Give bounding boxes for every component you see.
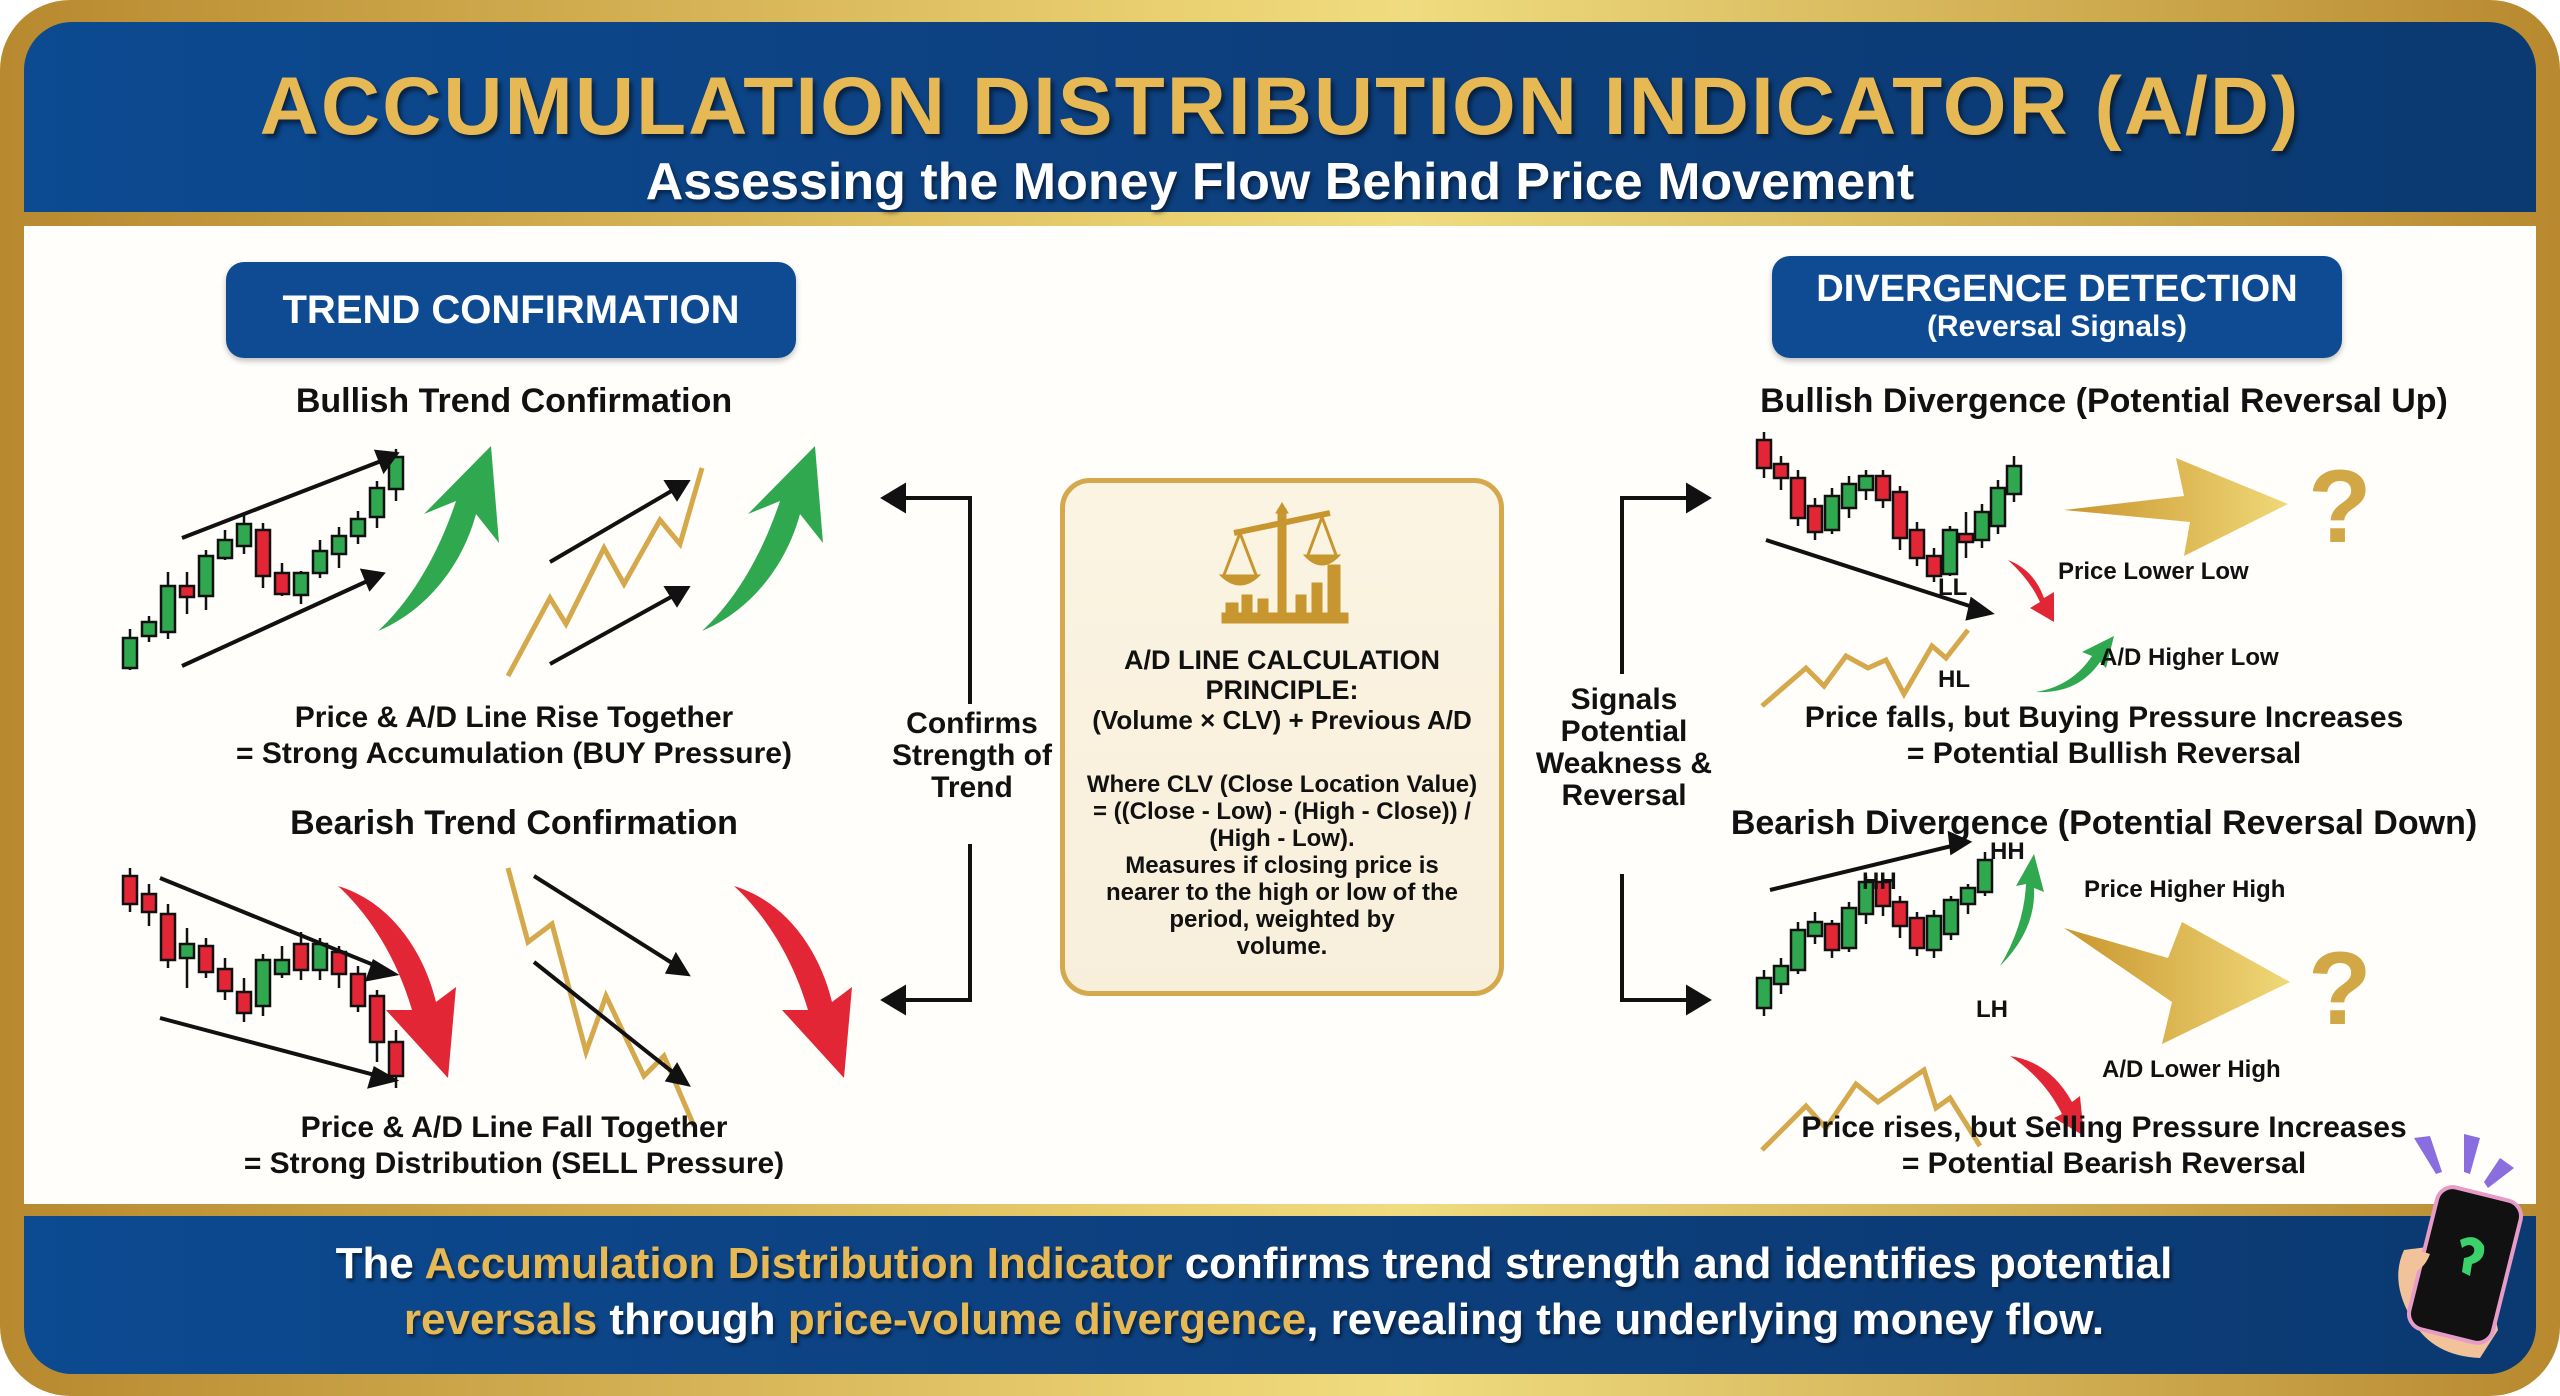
phone-in-hand-logo-icon [2398, 1134, 2523, 1358]
bullish-price-candles-chart [121, 449, 405, 670]
scales-with-bar-chart-icon [1218, 502, 1349, 624]
trend-confirmation-badge: TREND CONFIRMATION [226, 262, 796, 358]
caption-line: Price falls, but Buying Pressure Increas… [1804, 701, 2404, 734]
label-line: Potential [1560, 715, 1688, 748]
label-line: Signals [1570, 683, 1678, 716]
ad-calculation-card: A/D LINE CALCULATION PRINCIPLE: (Volume … [1060, 478, 1504, 996]
hh-marker-1: HH [1862, 868, 1897, 895]
trend-confirmation-label: TREND CONFIRMATION [282, 288, 740, 332]
confirms-strength-label: Confirms Strength of Trend [872, 708, 1072, 804]
bearish-divergence-chart [1755, 830, 2084, 1152]
ll-marker: LL [1938, 574, 1968, 601]
price-lower-low-label: Price Lower Low [2058, 558, 2249, 585]
bearish-question-mark: ? [2308, 931, 2372, 1047]
price-higher-high-label: Price Higher High [2084, 876, 2286, 903]
bullish-divergence-caption: Price falls, but Buying Pressure Increas… [1724, 700, 2484, 772]
footer-text-part: The [335, 1239, 425, 1288]
lh-marker: LH [1976, 996, 2008, 1023]
bearish-red-arrow-icon [338, 886, 456, 1078]
footer-text-part: through [597, 1295, 788, 1344]
bearish-trend-heading: Bearish Trend Confirmation [290, 804, 738, 842]
footer-summary: The Accumulation Distribution Indicator … [304, 1236, 2204, 1348]
divergence-badge-title: DIVERGENCE DETECTION [1816, 268, 2298, 310]
calculation-formula: (Volume × CLV) + Previous A/D [1092, 705, 1472, 735]
body-line: period, weighted by [1169, 906, 1395, 933]
body-line: = ((Close - Low) - (High - Close)) / [1093, 798, 1471, 825]
hh-marker-2: HH [1990, 838, 2025, 865]
label-line: Confirms [906, 707, 1038, 740]
label-line: Strength of [892, 739, 1052, 772]
bullish-green-arrow-icon [378, 446, 499, 631]
calculation-explanation: Where CLV (Close Location Value) = ((Clo… [1075, 771, 1489, 960]
footer-text-part: , revealing the underlying money flow. [1306, 1295, 2105, 1344]
page-title: ACCUMULATION DISTRIBUTION INDICATOR (A/D… [259, 61, 2301, 152]
hl-marker: HL [1938, 666, 1970, 693]
body-line: Where CLV (Close Location Value) [1086, 771, 1478, 798]
label-line: Trend [931, 771, 1013, 804]
bearish-divergence-heading: Bearish Divergence (Potential Reversal D… [1730, 804, 2478, 842]
caption-line: Price rises, but Selling Pressure Increa… [1801, 1111, 2407, 1144]
divergence-detection-badge: DIVERGENCE DETECTION (Reversal Signals) [1772, 256, 2342, 358]
caption-line: Price & A/D Line Fall Together [300, 1111, 728, 1144]
header-banner: ACCUMULATION DISTRIBUTION INDICATOR (A/D… [24, 22, 2536, 212]
ad-lower-high-label: A/D Lower High [2102, 1056, 2281, 1083]
content-panel: TREND CONFIRMATION Bullish Trend Confirm… [24, 226, 2536, 1204]
title-line: PRINCIPLE: [1205, 675, 1359, 705]
footer-highlight: price-volume divergence [787, 1295, 1307, 1344]
bullish-divergence-chart [1755, 432, 2114, 708]
bearish-ad-line-chart [505, 867, 697, 1127]
bullish-ad-green-arrow-icon [702, 446, 823, 631]
signals-bracket-arrows [1620, 482, 1712, 1016]
page-subtitle: Assessing the Money Flow Behind Price Mo… [645, 153, 1915, 211]
body-line: Measures if closing price is [1125, 852, 1439, 879]
body-line: volume. [1236, 933, 1328, 960]
caption-line: = Potential Bullish Reversal [1906, 737, 2302, 770]
caption-line: = Strong Distribution (SELL Pressure) [243, 1147, 785, 1180]
bullish-question-mark: ? [2308, 449, 2372, 565]
bearish-price-candles-chart [121, 868, 405, 1089]
footer-highlight: Accumulation Distribution Indicator [424, 1239, 1173, 1288]
bearish-ad-red-arrow-icon [734, 886, 852, 1078]
label-line: Weakness & [1535, 747, 1713, 780]
bearish-divergence-caption: Price rises, but Selling Pressure Increa… [1724, 1110, 2484, 1182]
ad-higher-low-label: A/D Higher Low [2100, 644, 2279, 671]
caption-line: Price & A/D Line Rise Together [294, 701, 734, 734]
bullish-divergence-heading: Bullish Divergence (Potential Reversal U… [1760, 382, 2448, 420]
divergence-badge-subtitle: (Reversal Signals) [1926, 310, 2188, 343]
bullish-gold-arrow-icon [2064, 458, 2288, 556]
footer-text-part: confirms trend strength and identifies p… [1172, 1239, 2173, 1288]
title-line: A/D LINE CALCULATION [1124, 645, 1440, 675]
bullish-ad-line-chart [505, 467, 705, 678]
calculation-title: A/D LINE CALCULATION PRINCIPLE: (Volume … [1065, 645, 1499, 735]
body-line: nearer to the high or low of the [1105, 879, 1458, 906]
bearish-gold-arrow-icon [2064, 922, 2290, 1044]
caption-line: = Strong Accumulation (BUY Pressure) [236, 737, 792, 770]
caption-line: = Potential Bearish Reversal [1901, 1147, 2307, 1180]
label-line: Reversal [1561, 779, 1687, 812]
body-line: (High - Low). [1209, 825, 1355, 852]
bullish-trend-caption: Price & A/D Line Rise Together = Strong … [154, 700, 874, 772]
footer-highlight: reversals [403, 1295, 598, 1344]
signals-weakness-label: Signals Potential Weakness & Reversal [1524, 684, 1724, 812]
footer-banner: The Accumulation Distribution Indicator … [24, 1216, 2536, 1374]
bullish-trend-heading: Bullish Trend Confirmation [295, 382, 733, 420]
bearish-trend-caption: Price & A/D Line Fall Together = Strong … [154, 1110, 874, 1182]
confirms-bracket-arrows [880, 482, 972, 1016]
